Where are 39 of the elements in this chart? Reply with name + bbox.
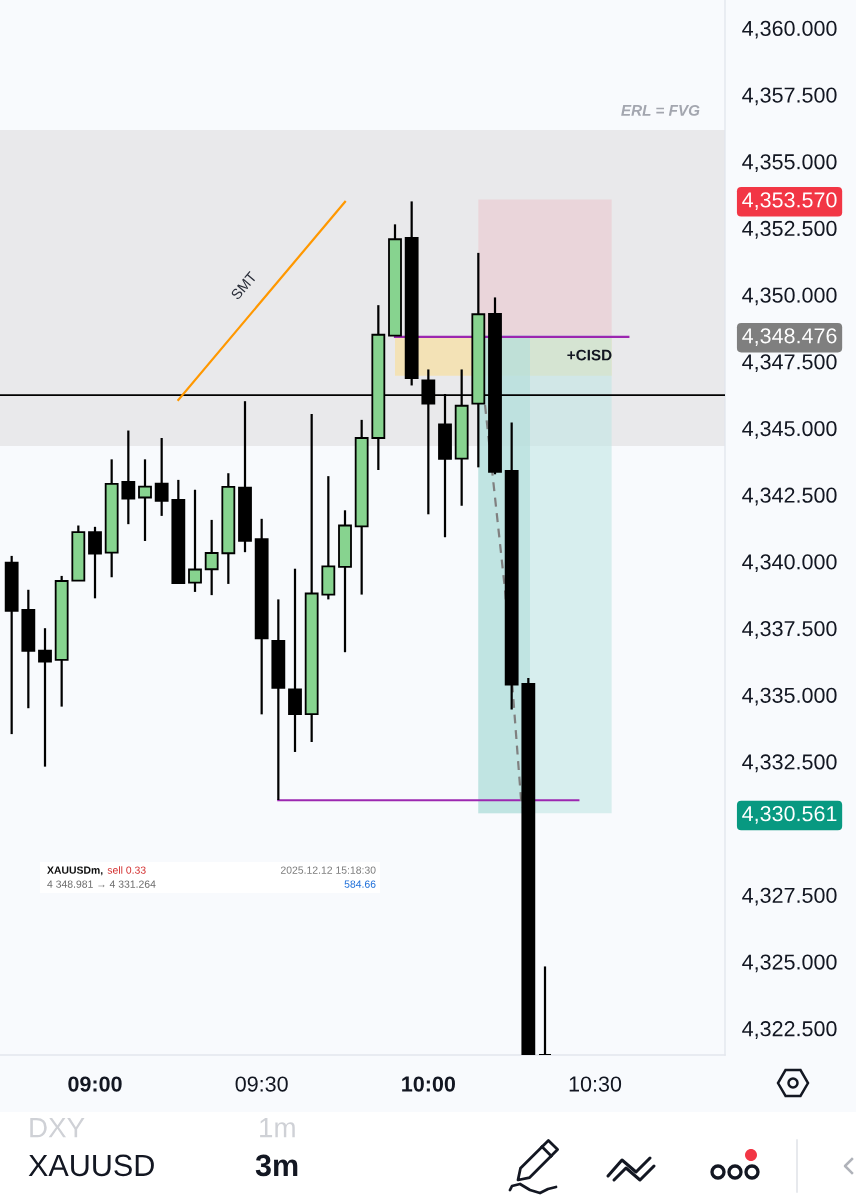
y-tick-label: 4,355.000 [742,154,837,172]
y-tick-label: 4,332.500 [742,754,837,773]
text: XAUUSD [28,1154,154,1177]
y-tick-label: 4,322.500 [742,1021,837,1039]
candlestick [38,627,52,768]
annotation: 584.66 [344,880,376,888]
y-tick-label: 4,327.500 [742,887,837,906]
y-tick-label: 4,352.500 [742,220,837,239]
candlestick [138,458,152,543]
y-tick-label: 4,340.000 [742,554,837,573]
y-tick-label: 4,342.500 [742,487,837,506]
annotation: XAUUSDm, [47,866,103,876]
x-tick-label: 10:30 [569,1076,622,1092]
text: 3m [255,1154,298,1177]
y-tick-label: 4,345.000 [742,420,837,439]
y-tick-label: 4,350.000 [742,287,837,306]
y-tick-label: 4,348.476 [742,328,837,346]
y-tick-label: 4,335.000 [742,687,837,706]
y-tick-label: 4,353.570 [742,192,837,211]
y-tick-label: 4,347.500 [742,354,837,372]
candlestick [204,518,219,597]
candlestick [88,525,102,600]
y-tick-label: 4,325.000 [742,954,837,973]
candlestick [538,965,552,1055]
annotation: sell 0.33 [107,866,146,874]
annotation: 2025.12.12 15:18:30 [280,866,376,874]
y-tick-label: 4,357.500 [742,87,837,106]
annotation: +CISD [567,349,612,361]
y-tick-label: 4,337.500 [742,620,837,639]
candlestick [121,429,136,526]
band-label: ERL = FVG [621,104,700,116]
x-tick-label: 09:00 [68,1076,122,1092]
candlestick [188,488,202,594]
annotation: 4 348.981 → 4 331.264 [47,880,156,888]
y-tick-label: 4,360.000 [742,20,837,39]
candlestick [154,436,169,518]
x-tick-label: 09:30 [235,1076,288,1092]
x-tick-label: 10:00 [402,1076,455,1092]
y-tick-label: 4,330.561 [742,806,837,824]
